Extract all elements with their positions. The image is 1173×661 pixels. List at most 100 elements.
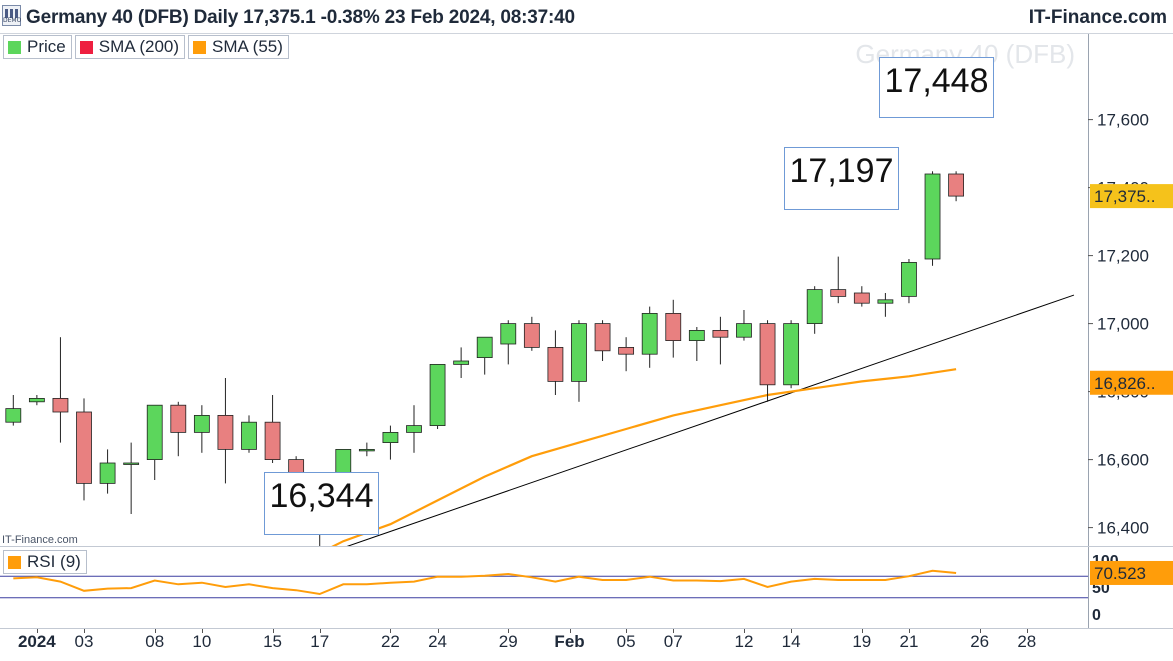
x-tick-mark — [36, 629, 38, 633]
candle — [901, 259, 917, 304]
rsi-line — [13, 569, 957, 596]
x-tick-label: 03 — [74, 632, 94, 651]
legend-item-price[interactable]: Price — [3, 35, 72, 59]
x-tick-mark — [508, 629, 510, 633]
x-tick-label: 28 — [1017, 632, 1037, 651]
x-tick-label: 19 — [852, 632, 872, 651]
candle-body-up — [193, 414, 210, 433]
candle — [712, 316, 729, 365]
chart-title: Germany 40 (DFB) Daily 17,375.1 -0.38% 2… — [26, 7, 575, 28]
candle — [264, 395, 281, 463]
candle-body-down — [853, 292, 870, 304]
candle — [382, 425, 399, 460]
candle — [476, 336, 493, 375]
candle-body-up — [476, 336, 493, 359]
price-plot[interactable] — [0, 34, 1088, 546]
candle — [99, 449, 116, 494]
candle — [948, 171, 964, 202]
rsi-swatch-icon — [8, 555, 21, 569]
x-tick-mark — [743, 629, 745, 633]
candle — [759, 320, 776, 402]
legend-label-sma55: SMA (55) — [212, 37, 283, 56]
candle-body-up — [146, 404, 163, 461]
x-tick-mark — [1026, 629, 1028, 633]
x-tick-mark — [84, 629, 85, 633]
y-tick-label: 17,600 — [1097, 111, 1149, 130]
candle-body-down — [712, 329, 729, 338]
callout-low-16344: 16,344 — [264, 472, 379, 535]
y-tick-label: 17,000 — [1097, 315, 1149, 334]
callout-high-17448: 17,448 — [879, 57, 994, 118]
x-tick-label: 10 — [192, 632, 212, 651]
candle-body-up — [406, 425, 422, 433]
legend-item-sma55[interactable]: SMA (55) — [188, 35, 289, 59]
pane-separator[interactable] — [0, 546, 1173, 547]
x-tick-mark — [626, 629, 628, 633]
candle-body-up — [429, 363, 446, 426]
candle — [523, 316, 540, 351]
candle-body-up — [99, 462, 116, 484]
candle — [641, 306, 658, 368]
candle — [170, 401, 187, 457]
x-tick-mark — [791, 629, 793, 633]
candle-body-up — [688, 329, 705, 341]
x-tick-label: 17 — [310, 632, 330, 651]
y-tick-label: 16,600 — [1097, 451, 1149, 470]
candle — [241, 415, 257, 453]
chart-header: DEMO Germany 40 (DFB) Daily 17,375.1 -0.… — [0, 0, 1173, 34]
brand-name[interactable]: IT-Finance.com — [1028, 7, 1167, 28]
legend-label-sma200: SMA (200) — [98, 37, 180, 56]
legend-item-rsi[interactable]: RSI (9) — [3, 550, 87, 574]
candle-body-down — [76, 411, 92, 484]
x-tick-mark — [569, 629, 571, 633]
y-tick-label: 17,200 — [1097, 247, 1149, 266]
candle-body-down — [217, 414, 234, 450]
candle — [52, 337, 69, 443]
candle-body-down — [547, 346, 564, 382]
legend-item-sma200[interactable]: SMA (200) — [74, 35, 186, 59]
credit-text: IT-Finance.com — [2, 534, 78, 546]
candle-body-down — [170, 404, 187, 433]
candle — [594, 320, 611, 361]
candle — [5, 395, 22, 426]
price-swatch-icon — [8, 40, 21, 54]
candle-body-down — [948, 173, 964, 197]
candle-body-down — [594, 323, 611, 352]
rsi-legend: RSI (9) — [3, 550, 87, 574]
candle — [217, 378, 234, 484]
candle — [853, 286, 870, 307]
candle — [193, 405, 210, 453]
candle-body-down — [618, 346, 635, 355]
sma55-price-tag-label: 16,826.. — [1094, 374, 1155, 393]
x-tick-mark — [437, 629, 439, 633]
candle — [76, 398, 92, 501]
x-tick-label: Feb — [554, 632, 585, 651]
candle — [736, 310, 752, 341]
date-axis: 2024 03 08 10 15 17 22 24 29 Feb 05 07 12 14 19 21 26 28 — [0, 628, 1173, 661]
candle-body-up — [924, 173, 941, 260]
candle-body-up — [641, 312, 658, 355]
legend: Price SMA (200) SMA (55) — [3, 35, 289, 59]
candle — [688, 327, 705, 361]
candle-body-down — [830, 289, 847, 297]
candle — [500, 320, 517, 365]
demo-logo-icon: DEMO — [2, 5, 21, 26]
x-tick-label: 14 — [781, 632, 801, 651]
candle-body-up — [453, 360, 470, 365]
rsi-panel[interactable] — [0, 547, 1088, 628]
candle-body-down — [523, 323, 540, 348]
candle-body-up — [241, 421, 257, 450]
x-tick-label: 21 — [899, 632, 919, 651]
candle — [571, 320, 587, 402]
sma55-price-tag-bg — [1090, 370, 1173, 395]
candle — [453, 347, 470, 378]
candle-body-up — [123, 462, 140, 465]
rsi-value-tag-label: 70.523 — [1094, 564, 1146, 583]
x-tick-mark — [201, 629, 203, 633]
rsi-value-tag-bg — [1090, 560, 1173, 585]
rsi-tick-label: 0 — [1092, 607, 1101, 624]
candle — [877, 293, 894, 317]
candle — [618, 337, 635, 372]
candle — [830, 256, 847, 304]
candle-body-up — [783, 323, 800, 386]
